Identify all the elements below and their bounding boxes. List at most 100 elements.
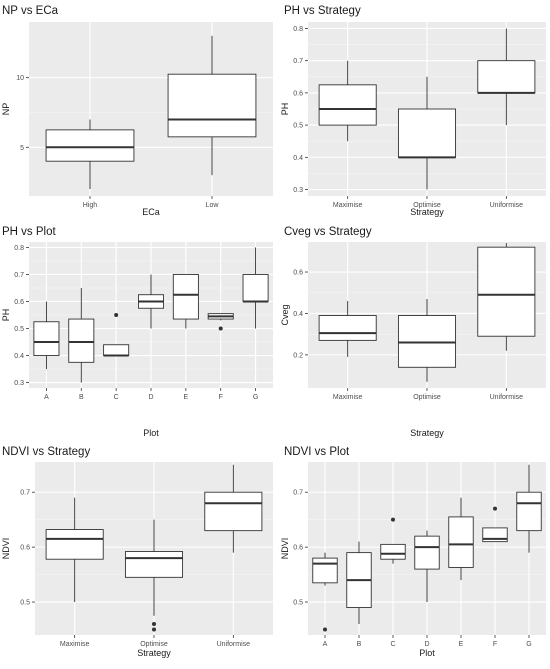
y-axis-label: PH	[1, 309, 11, 322]
y-axis-label: NDVI	[1, 538, 11, 560]
box-rect	[103, 344, 130, 357]
y-tick-label: 0.5	[293, 600, 303, 607]
y-tick-label: 0.8	[14, 245, 24, 252]
y-axis-label: PH	[280, 103, 290, 116]
y-tick-label: 0.6	[293, 545, 303, 552]
chart-title: PH vs Strategy	[284, 5, 361, 17]
y-tick-label: 0.6	[293, 90, 303, 97]
box-Maximise	[318, 301, 377, 357]
x-tick-label: D	[148, 394, 153, 401]
y-axis-label: NDVI	[280, 538, 290, 560]
x-tick-label: Uniformise	[217, 641, 251, 648]
box-F	[482, 506, 508, 543]
box-F	[207, 313, 234, 331]
box-A	[33, 301, 60, 370]
x-tick-label: G	[253, 394, 258, 401]
box-rect	[477, 246, 536, 337]
x-tick-label: E	[184, 394, 189, 401]
box-rect	[516, 491, 542, 532]
x-tick-label: High	[83, 202, 98, 209]
box-Low	[167, 35, 257, 176]
box-rect	[124, 551, 184, 578]
x-tick-label: A	[44, 394, 49, 401]
outlier-point	[152, 627, 156, 632]
box-rect	[397, 315, 457, 368]
box-Optimise	[397, 298, 457, 382]
y-tick-label: 0.8	[293, 26, 303, 33]
box-C	[103, 313, 130, 357]
box-rect	[477, 60, 536, 94]
x-tick-label: C	[390, 641, 395, 648]
box-rect	[242, 273, 269, 302]
y-tick-label: 0.2	[293, 352, 303, 359]
x-axis-label: Strategy	[137, 648, 171, 658]
y-tick-label: 10	[16, 75, 24, 82]
box-Optimise	[124, 519, 184, 632]
chart-title: Cveg vs Strategy	[284, 226, 372, 238]
chart-panel-4: Cveg vs Strategy 0.2 0.4 0.6 Maximise Optimis…	[280, 226, 546, 438]
x-tick-label: Maximise	[60, 641, 90, 648]
x-tick-label: E	[459, 641, 464, 648]
box-Uniformise	[204, 464, 263, 553]
x-tick-label: Optimise	[413, 202, 441, 209]
x-axis-label: Plot	[419, 648, 435, 658]
box-C	[380, 517, 406, 564]
x-tick-label: A	[323, 641, 328, 648]
box-rect	[312, 557, 338, 584]
box-rect	[318, 315, 377, 341]
x-tick-label: F	[219, 394, 223, 401]
x-tick-label: Optimise	[413, 394, 441, 401]
box-rect	[318, 84, 377, 126]
y-tick-label: 0.7	[293, 490, 303, 497]
box-A	[312, 552, 338, 632]
box-E	[172, 273, 199, 329]
y-tick-label: 0.7	[14, 272, 24, 279]
chart-panel-6: NDVI vs Plot 0.5 0.6 0.7 A B C D E F G Plot NDVI	[280, 446, 546, 658]
chart-panel-1: NP vs ECa 5 10 High Low ECa NP	[1, 5, 273, 217]
x-tick-label: F	[493, 641, 497, 648]
y-tick-label: 0.3	[293, 187, 303, 194]
x-tick-label: D	[424, 641, 429, 648]
box-rect	[380, 543, 406, 560]
box-rect	[414, 535, 440, 570]
box-E	[448, 497, 474, 581]
box-rect	[172, 273, 199, 320]
y-tick-label: 0.6	[20, 545, 30, 552]
box-Maximise	[318, 60, 377, 142]
box-rect	[204, 491, 263, 532]
box-G	[516, 464, 542, 553]
x-axis-label: Strategy	[410, 207, 444, 217]
box-G	[242, 247, 269, 329]
y-axis-label: Cveg	[280, 304, 290, 325]
x-tick-label: B	[79, 394, 84, 401]
y-tick-label: 0.4	[14, 353, 24, 360]
x-axis-label: Plot	[143, 428, 159, 438]
outlier-point	[218, 326, 223, 331]
y-tick-label: 0.5	[20, 600, 30, 607]
box-rect	[45, 529, 104, 560]
y-tick-label: 0.4	[293, 155, 303, 162]
box-rect	[68, 318, 95, 363]
box-Optimise	[397, 76, 457, 190]
box-rect	[448, 516, 474, 568]
chart-panel-3: PH vs Plot 0.3 0.4 0.5 0.6 0.7 0.8 A B C D E F G Plot P…	[1, 226, 273, 438]
chart-title: NP vs ECa	[2, 5, 59, 17]
y-tick-label: 5	[20, 145, 24, 152]
y-tick-label: 0.7	[20, 490, 30, 497]
outlier-point	[391, 517, 395, 522]
x-axis-label: ECa	[142, 207, 160, 217]
box-Uniformise	[477, 28, 536, 126]
chart-title: NDVI vs Strategy	[2, 446, 90, 458]
x-tick-label: Maximise	[333, 394, 363, 401]
x-tick-label: B	[357, 641, 362, 648]
chart-title: NDVI vs Plot	[284, 446, 350, 458]
box-B	[346, 541, 372, 625]
x-axis-label: Strategy	[410, 428, 444, 438]
box-D	[414, 530, 440, 603]
y-tick-label: 0.4	[293, 311, 303, 318]
chart-title: PH vs Plot	[2, 226, 56, 238]
box-rect	[397, 108, 457, 158]
box-D	[138, 274, 164, 329]
y-tick-label: 0.7	[293, 58, 303, 65]
